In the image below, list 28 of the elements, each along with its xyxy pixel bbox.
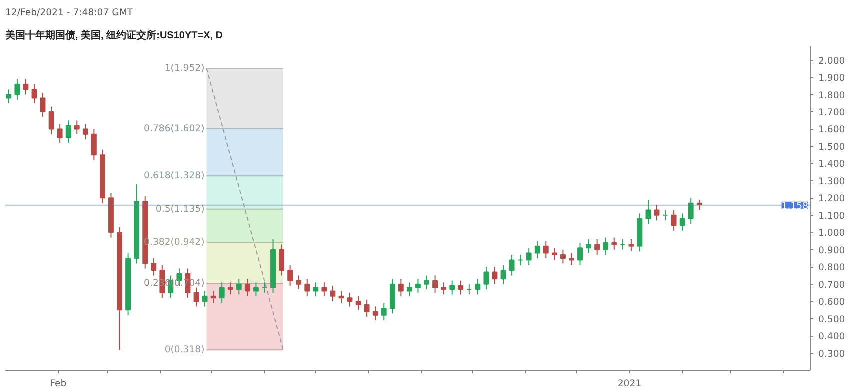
- y-tick-label: 0.700: [818, 280, 846, 291]
- annotation: 0.5(1.135): [156, 204, 205, 215]
- y-tick-label: 1.000: [818, 228, 846, 240]
- y-tick-label: 0.500: [818, 314, 846, 326]
- y-tick-label: 2.000: [818, 56, 846, 67]
- ref-line-label: 1.158: [782, 200, 809, 212]
- text: 12/Feb/2021 - 7:48:07 GMT: [6, 8, 134, 18]
- annotation: 1(1.952): [164, 63, 205, 74]
- y-tick-label: 1.100: [818, 210, 846, 222]
- y-tick-label: 1.500: [818, 142, 846, 153]
- y-tick-label: 1.900: [818, 73, 846, 84]
- annotation: 0.786(1.602): [144, 123, 205, 134]
- y-tick-label: 0.800: [818, 262, 846, 274]
- y-tick-label: 0.400: [818, 332, 846, 343]
- y-tick-label: 0.900: [818, 245, 846, 256]
- annotation: 0.618(1.328): [144, 170, 205, 182]
- x-tick-label: Feb: [50, 378, 67, 390]
- y-tick-label: 1.800: [818, 90, 846, 102]
- y-tick-label: 1.400: [818, 159, 846, 170]
- y-tick-label: 1.200: [818, 194, 846, 205]
- x-tick-label: 2021: [618, 378, 642, 390]
- y-tick-label: 0.600: [818, 297, 846, 308]
- y-tick-label: 1.700: [818, 107, 846, 118]
- annotation: 0(0.318): [164, 344, 205, 356]
- chart-title: 美国十年期国债, 美国, 纽约证交所:US10YT=X, D: [4, 30, 224, 42]
- y-tick-label: 1.600: [818, 124, 846, 136]
- y-tick-label: 1.300: [818, 176, 846, 188]
- y-tick-label: 0.300: [818, 348, 846, 360]
